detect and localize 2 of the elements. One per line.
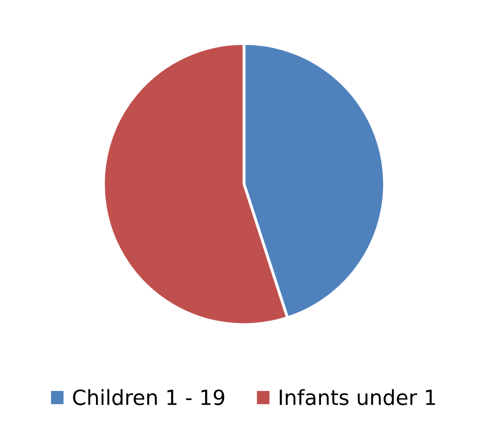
legend-label: Infants under 1 (280, 389, 436, 406)
legend-label: Children 1 - 19 (73, 389, 224, 406)
